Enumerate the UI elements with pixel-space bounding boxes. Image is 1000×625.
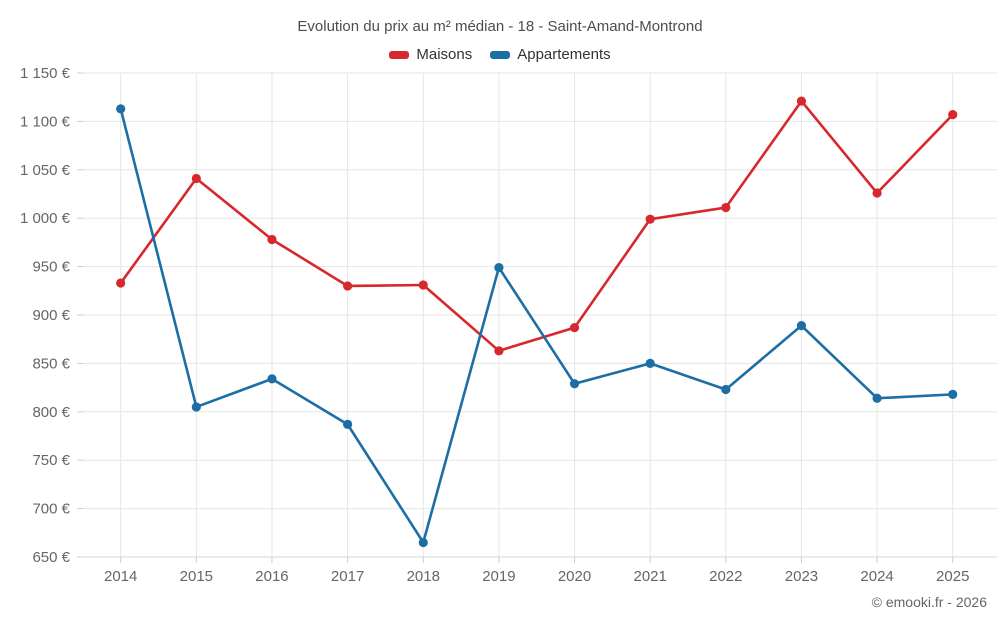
y-axis-label: 650 € — [32, 549, 70, 566]
appartements-marker-2023[interactable] — [796, 321, 807, 331]
y-axis-label: 750 € — [32, 452, 70, 469]
y-axis-label: 850 € — [32, 355, 70, 372]
appartements-marker-2025[interactable] — [948, 389, 958, 399]
maisons-marker-2022[interactable] — [721, 202, 731, 213]
maisons-marker-2025[interactable] — [948, 110, 958, 120]
chart-title: Evolution du prix au m² médian - 18 - Sa… — [297, 18, 703, 35]
x-axis-label: 2015 — [180, 568, 213, 585]
legend-item-appartements[interactable]: Appartements — [490, 46, 611, 63]
legend-label-appartements: Appartements — [517, 46, 611, 63]
appartements-swatch-icon — [490, 50, 511, 59]
y-axis-label: 1 100 € — [20, 113, 71, 130]
appartements-marker-2014[interactable] — [116, 104, 126, 114]
chart-legend: Maisons Appartements — [0, 46, 1000, 63]
maisons-swatch-icon — [389, 50, 410, 59]
y-axis-label: 700 € — [32, 501, 70, 518]
x-axis-label: 2023 — [785, 568, 818, 585]
legend-item-maisons[interactable]: Maisons — [389, 46, 472, 63]
appartements-marker-2015[interactable] — [191, 402, 201, 412]
y-axis-label: 1 000 € — [20, 210, 71, 227]
appartements-marker-2022[interactable] — [721, 384, 731, 395]
maisons-marker-2014[interactable] — [116, 278, 126, 288]
appartements-marker-2018[interactable] — [418, 537, 428, 548]
x-axis-label: 2016 — [255, 568, 288, 585]
maisons-marker-2024[interactable] — [872, 188, 882, 198]
x-axis-label: 2017 — [331, 568, 364, 585]
maisons-line — [119, 99, 955, 353]
maisons-marker-2021[interactable] — [645, 214, 655, 224]
maisons-marker-2023[interactable] — [796, 96, 807, 106]
x-axis-label: 2025 — [936, 568, 969, 585]
x-axis-label: 2018 — [407, 568, 440, 585]
x-axis-label: 2014 — [104, 568, 137, 585]
y-axis-label: 1 150 € — [20, 65, 71, 82]
appartements-marker-2021[interactable] — [645, 358, 655, 368]
appartements-marker-2020[interactable] — [569, 379, 580, 389]
y-axis-label: 950 € — [32, 259, 70, 276]
maisons-marker-2015[interactable] — [191, 173, 201, 184]
appartements-line — [119, 107, 955, 544]
maisons-marker-2016[interactable] — [267, 234, 277, 245]
x-axis-label: 2019 — [482, 568, 515, 585]
y-axis-label: 1 050 € — [20, 162, 71, 179]
x-axis-label: 2020 — [558, 568, 591, 585]
appartements-marker-2016[interactable] — [267, 374, 277, 384]
x-axis-label: 2021 — [633, 568, 666, 585]
appartements-marker-2017[interactable] — [343, 419, 353, 429]
maisons-marker-2019[interactable] — [494, 346, 504, 356]
x-axis-label: 2022 — [709, 568, 742, 585]
maisons-marker-2017[interactable] — [343, 281, 353, 291]
x-axis-label: 2024 — [860, 568, 893, 585]
y-axis-label: 900 € — [32, 307, 70, 324]
maisons-marker-2020[interactable] — [569, 322, 580, 333]
y-axis-label: 800 € — [32, 404, 70, 421]
appartements-marker-2019[interactable] — [494, 262, 504, 273]
chart-footer-credit: © emooki.fr - 2026 — [871, 594, 987, 610]
maisons-marker-2018[interactable] — [418, 280, 428, 290]
appartements-marker-2024[interactable] — [872, 393, 882, 403]
legend-label-maisons: Maisons — [416, 46, 473, 63]
